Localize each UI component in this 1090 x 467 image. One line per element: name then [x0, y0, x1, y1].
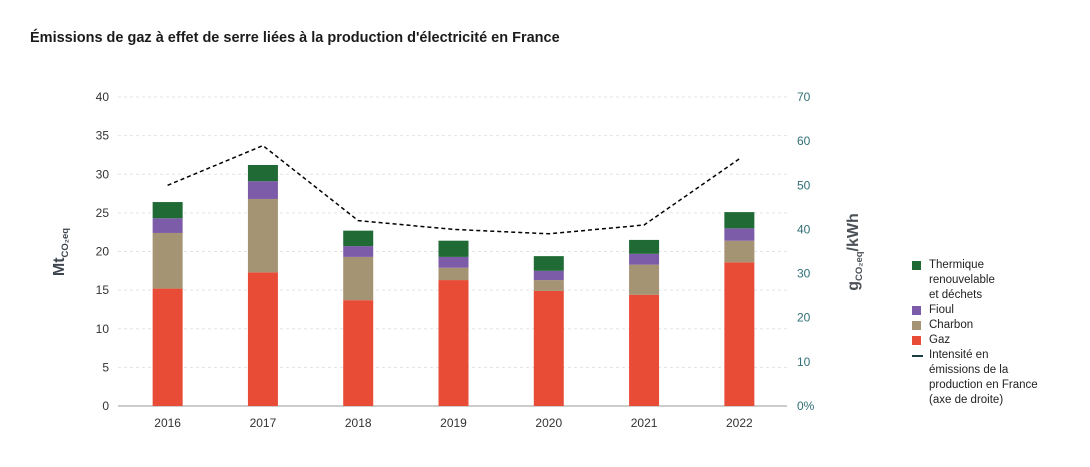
y-tick-label: 20: [96, 245, 110, 259]
bar-thermique-2019: [438, 240, 469, 257]
legend-label-gaz: Gaz: [929, 334, 951, 346]
line-point-2017: [261, 144, 265, 148]
line-point-2018: [356, 219, 360, 223]
y-axis-title-main: Mt: [51, 257, 68, 276]
y-tick-label: 40: [96, 90, 110, 104]
bar-gaz-2020: [533, 290, 564, 406]
line-intensite: [167, 144, 740, 235]
legend-item-gaz: Gaz: [912, 333, 1072, 348]
bar-thermique-2020: [533, 256, 564, 271]
bar-charbon-2019: [438, 267, 469, 281]
y-tick-label: 15: [96, 283, 110, 297]
legend-swatch-intensite: [912, 355, 923, 357]
emissions-chart: 0 5 10 15 20 25 30 35 40 0% 10 20 30 40 50 60 70 2016 2017…: [51, 90, 865, 430]
y-tick-label: 35: [96, 129, 110, 143]
bar-fioul-2017: [247, 181, 278, 199]
legend-label-thermique: Thermique renouvelable et déchets: [929, 259, 995, 301]
legend-item-thermique: Thermique renouvelable et déchets: [912, 258, 1072, 303]
bar-gaz-2017: [247, 272, 278, 406]
bar-gaz-2018: [343, 300, 374, 406]
intensity-line-layer: [166, 144, 741, 236]
axis-tick-labels: 0 5 10 15 20 25 30 35 40 0% 10 20 30 40 50 60 70 2016 2017…: [96, 90, 815, 430]
y2-tick-label: 20: [797, 311, 811, 325]
y2-tick-label: 70: [797, 90, 811, 104]
bar-fioul-2020: [533, 270, 564, 281]
stacked-bars: [152, 164, 755, 406]
x-tick-label-2019: 2019: [440, 416, 467, 430]
bar-thermique-2017: [247, 164, 278, 182]
line-point-2022: [737, 157, 741, 161]
legend-swatch-gaz: [912, 336, 921, 345]
y2-axis-title-main: g: [845, 281, 862, 291]
y2-tick-label: 40: [797, 222, 811, 236]
bar-thermique-2021: [629, 239, 660, 254]
bar-charbon-2018: [343, 256, 374, 301]
y-tick-label: 0: [102, 399, 109, 413]
y2-tick-label: 50: [797, 178, 811, 192]
bar-gaz-2016: [152, 288, 183, 406]
y2-axis-title-suffix: /kWh: [845, 213, 862, 251]
bar-fioul-2022: [724, 228, 755, 241]
chart-legend: Thermique renouvelable et déchets Fioul Ch…: [912, 258, 1072, 408]
legend-swatch-charbon: [912, 321, 921, 330]
legend-item-intensite: Intensité en émissions de la production …: [912, 348, 1072, 408]
bar-gaz-2021: [629, 294, 660, 406]
y2-tick-label: 60: [797, 134, 811, 148]
y-axis-title-subscript: CO₂eq: [60, 228, 71, 258]
bar-gaz-2022: [724, 262, 755, 406]
bar-thermique-2016: [152, 202, 183, 219]
y2-tick-label: 30: [797, 267, 811, 281]
bar-charbon-2022: [724, 240, 755, 263]
legend-label-charbon: Charbon: [929, 319, 974, 331]
bar-fioul-2021: [629, 253, 660, 265]
bar-thermique-2018: [343, 230, 374, 247]
legend-label-fioul: Fioul: [929, 304, 954, 316]
legend-swatch-fioul: [912, 306, 921, 315]
bar-charbon-2021: [629, 264, 660, 295]
legend-item-fioul: Fioul: [912, 303, 1072, 318]
y-tick-label: 10: [96, 322, 110, 336]
x-tick-label-2020: 2020: [535, 416, 562, 430]
bar-charbon-2017: [247, 198, 278, 273]
bar-fioul-2016: [152, 218, 183, 233]
bar-thermique-2022: [724, 212, 755, 229]
bar-gaz-2019: [438, 280, 469, 406]
chart-title: Émissions de gaz à effet de serre liées …: [30, 30, 560, 46]
legend-swatch-thermique: [912, 261, 921, 270]
bar-fioul-2019: [438, 256, 469, 268]
line-point-2020: [547, 232, 551, 236]
y2-tick-label: 10: [797, 355, 811, 369]
x-tick-label-2018: 2018: [345, 416, 372, 430]
bar-fioul-2018: [343, 246, 374, 257]
bar-charbon-2016: [152, 232, 183, 289]
y-tick-label: 30: [96, 167, 110, 181]
x-tick-label-2017: 2017: [250, 416, 277, 430]
x-tick-label-2016: 2016: [154, 416, 181, 430]
y2-tick-label: 0%: [797, 399, 815, 413]
y-tick-label: 5: [102, 360, 109, 374]
line-point-2021: [642, 223, 646, 227]
line-point-2016: [166, 183, 170, 187]
legend-item-charbon: Charbon: [912, 318, 1072, 333]
bar-charbon-2020: [533, 280, 564, 291]
y-axis-title: MtCO₂eq: [51, 228, 71, 276]
line-point-2019: [452, 227, 456, 231]
x-tick-label-2022: 2022: [726, 416, 753, 430]
y2-axis-title: gCO₂eq/kWh: [845, 213, 865, 291]
legend-label-intensite: Intensité en émissions de la production …: [929, 349, 1038, 406]
y-tick-label: 25: [96, 206, 110, 220]
y2-axis-title-subscript: CO₂eq: [854, 251, 865, 281]
x-tick-label-2021: 2021: [631, 416, 658, 430]
